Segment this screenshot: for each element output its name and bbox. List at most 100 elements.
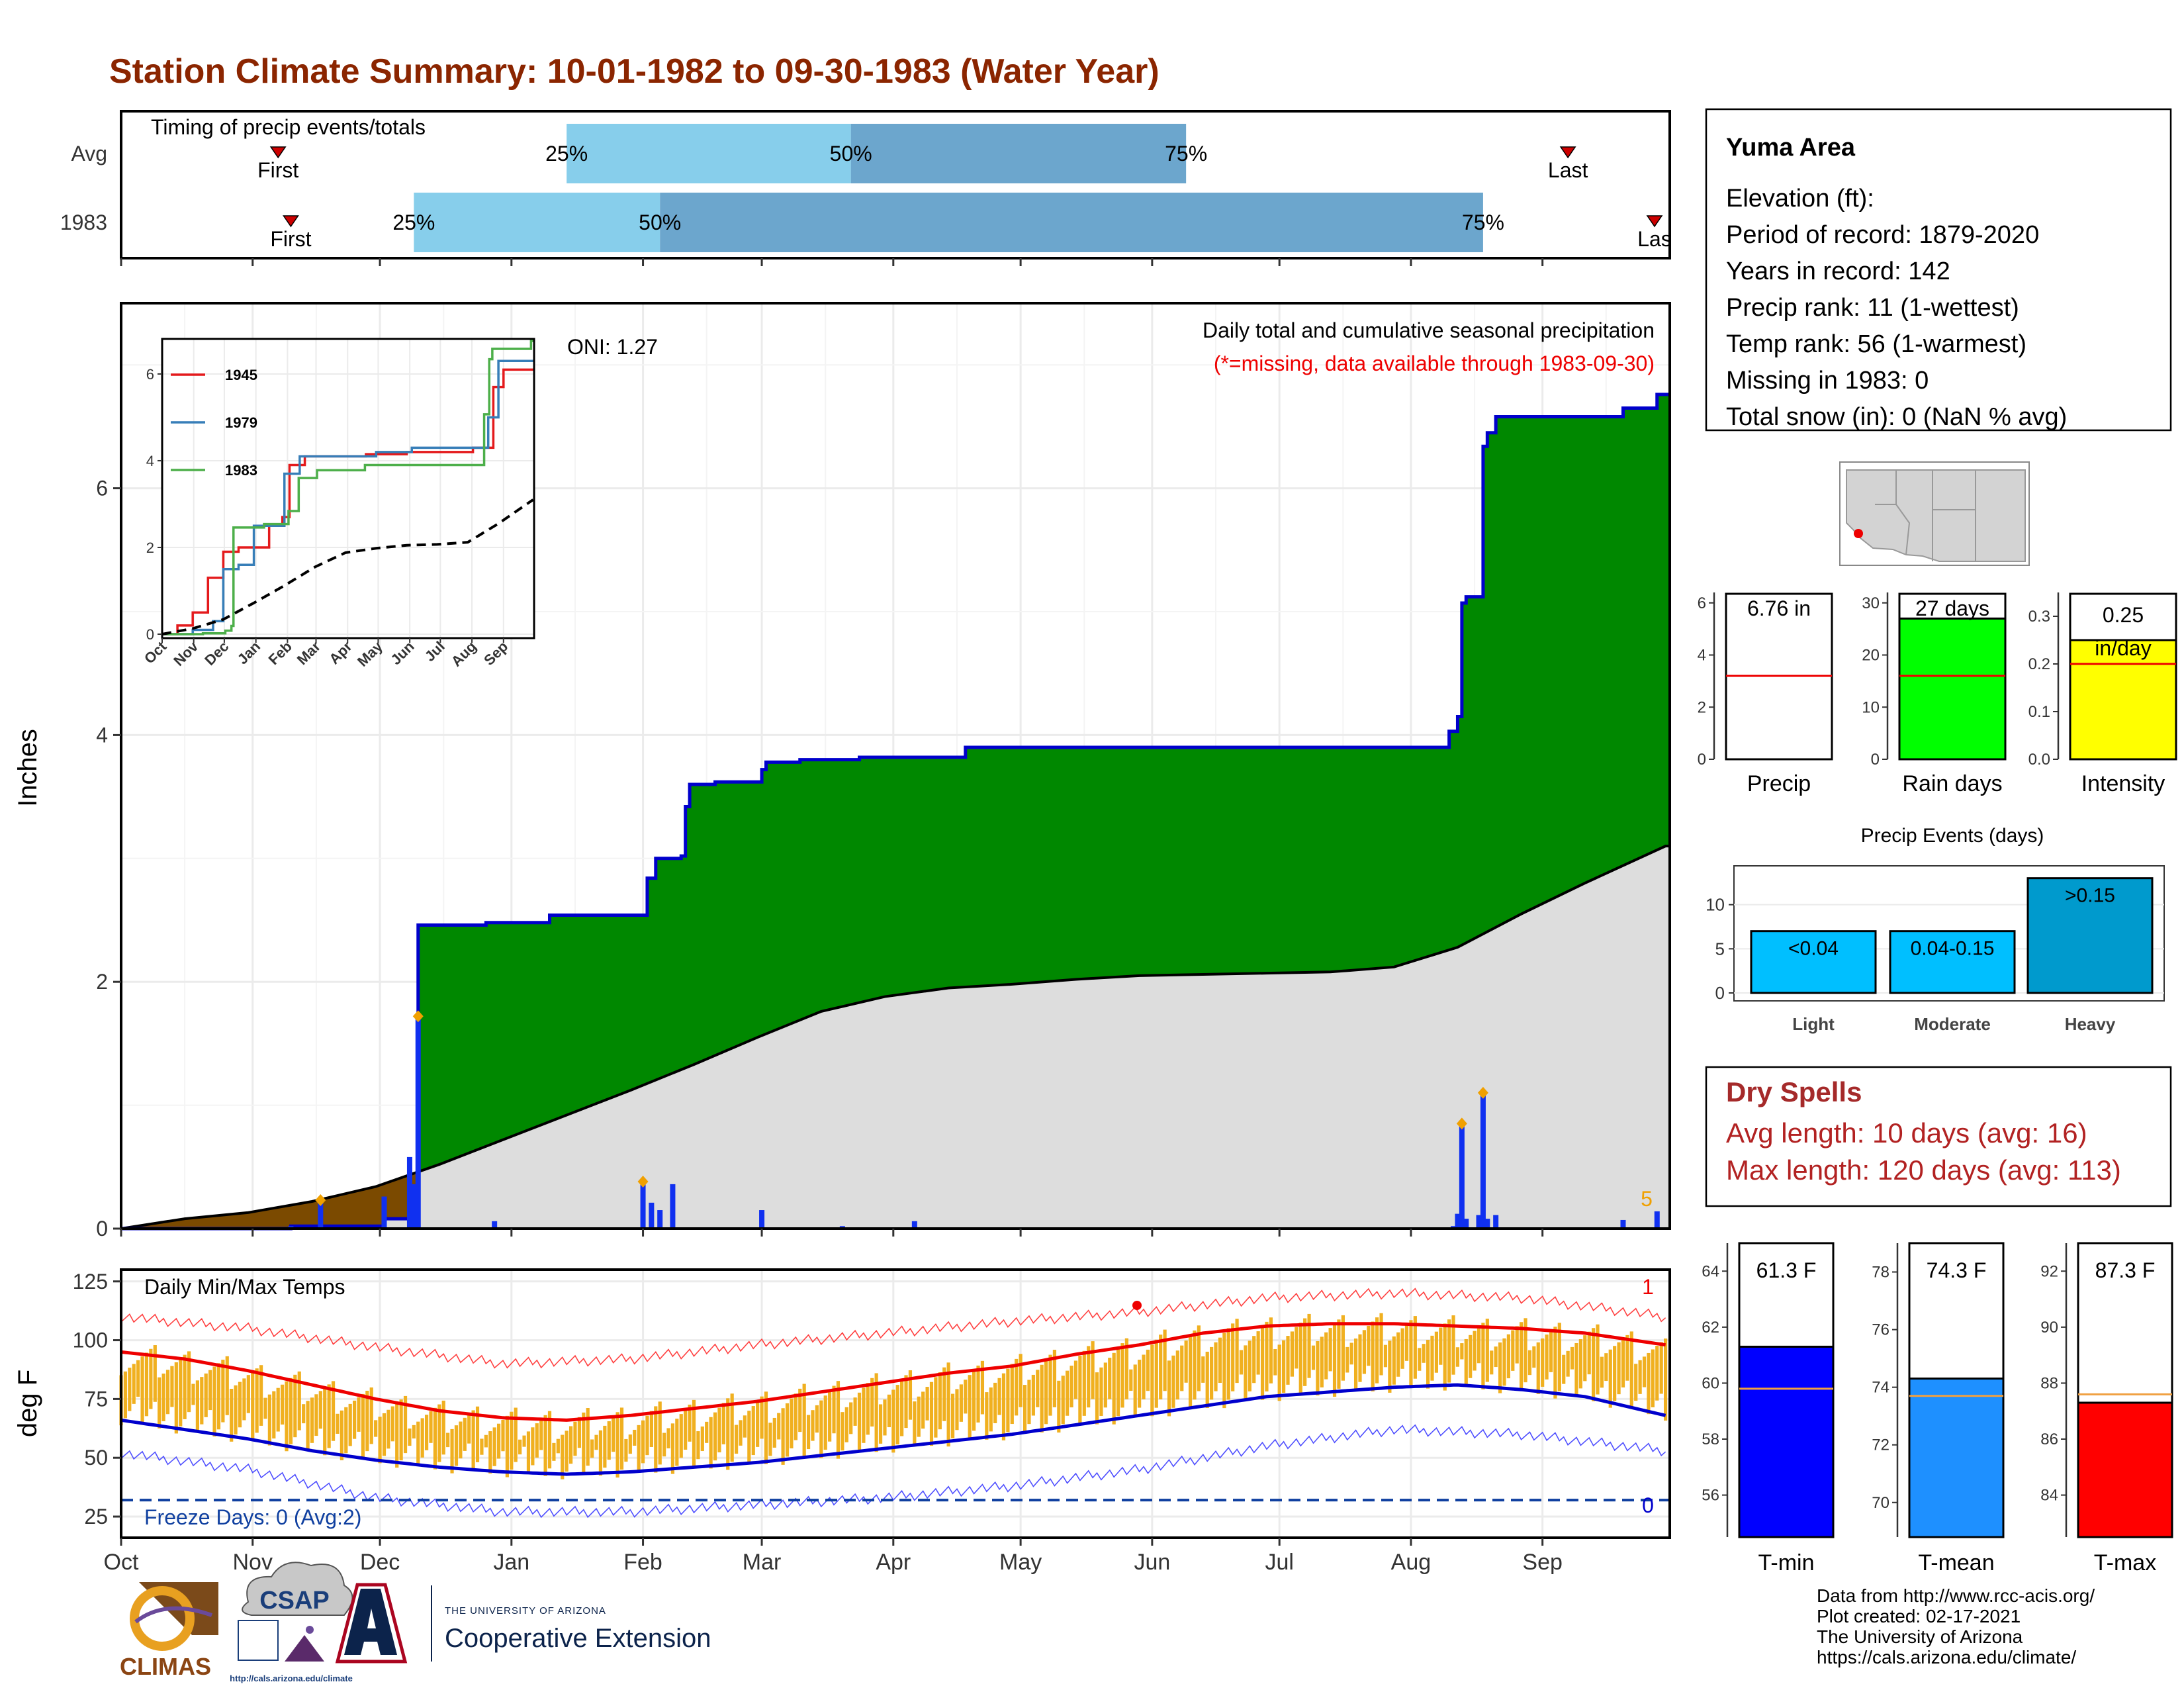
daily-temp-range-bar — [904, 1375, 908, 1429]
mini-bar-ytick-label: 0.3 — [2028, 608, 2050, 626]
daily-temp-range-bar — [1367, 1325, 1371, 1366]
temp-summary-ytick-label: 72 — [1872, 1436, 1889, 1454]
daily-temp-range-bar — [230, 1389, 234, 1442]
daily-temp-range-bar — [395, 1403, 399, 1468]
timing-panel: Timing of precip events/totals Avg 1983 … — [60, 110, 1672, 266]
daily-temp-range-bar — [204, 1373, 208, 1417]
daily-temp-range-bar — [590, 1439, 594, 1458]
daily-temp-range-bar — [586, 1408, 590, 1466]
daily-temp-range-bar — [688, 1404, 692, 1442]
daily-temp-range-bar — [862, 1387, 866, 1443]
daily-temp-range-bar — [433, 1407, 437, 1470]
daily-temp-range-bar — [1027, 1380, 1031, 1425]
daily-temp-range-bar — [387, 1409, 390, 1449]
daily-temp-range-bar — [382, 1413, 387, 1456]
temp-summary-ytick-label: 88 — [2040, 1374, 2058, 1392]
daily-temp-range-bar — [353, 1400, 357, 1439]
daily-temp-range-bar — [1273, 1348, 1277, 1376]
figure-title: Station Climate Summary: 10-01-1982 to 0… — [109, 52, 1160, 91]
daily-temp-range-bar — [293, 1374, 297, 1438]
daily-temp-range-bar — [1231, 1323, 1235, 1391]
daily-temp-range-bar — [1532, 1346, 1536, 1368]
daily-temp-range-bar — [1235, 1319, 1239, 1383]
daily-temp-range-bar — [556, 1438, 560, 1454]
precip-ytick-label: 4 — [96, 723, 108, 747]
temp-summary-chart-2: 84 86 88 90 92 87.3 F T-max — [2040, 1242, 2173, 1575]
daily-temp-range-bar — [1455, 1347, 1460, 1367]
mini-bar-chart-2: 0.0 0.1 0.2 0.3 0.25 in/day Intensity — [2028, 592, 2177, 796]
daily-temp-range-bar — [950, 1393, 955, 1438]
month-label: Oct — [104, 1550, 139, 1575]
station-info-box: Yuma Area Elevation (ft): Period of recor… — [1705, 108, 2172, 432]
daily-temp-range-bar — [1536, 1342, 1540, 1394]
daily-temp-range-bar — [505, 1415, 509, 1477]
month-label: Jun — [1134, 1550, 1170, 1575]
daily-temp-range-bar — [1103, 1362, 1107, 1408]
climas-logo-text: CLIMAS — [120, 1653, 211, 1680]
timing-row-1983-label: 1983 — [60, 211, 107, 234]
inset-legend-label: 1983 — [225, 462, 257, 479]
mini-bar-label: Rain days — [1902, 771, 2002, 796]
daily-temp-range-bar — [1498, 1342, 1502, 1393]
temp-summary-ytick-label: 56 — [1702, 1487, 1719, 1505]
daily-temp-range-bar — [1150, 1344, 1154, 1417]
daily-temp-range-bar — [1201, 1356, 1205, 1383]
daily-temp-range-bar — [340, 1410, 343, 1460]
daily-temp-range-bar — [790, 1398, 794, 1448]
event-marker — [412, 1010, 424, 1023]
daily-temp-range-bar — [471, 1410, 475, 1470]
daily-temp-range-bar — [853, 1397, 857, 1426]
daily-temp-range-bar — [1226, 1328, 1230, 1400]
daily-temp-range-bar — [1210, 1346, 1214, 1400]
month-label: Mar — [743, 1550, 782, 1575]
daily-temp-range-bar — [675, 1419, 679, 1466]
daily-temp-range-bar — [1477, 1327, 1481, 1364]
timing-marker-label: First — [257, 158, 298, 182]
temp-summary-frame — [1738, 1242, 1835, 1348]
daily-temp-range-bar — [1082, 1350, 1086, 1416]
daily-temp-range-bar — [633, 1429, 637, 1446]
daily-temp-range-bar — [1413, 1316, 1417, 1379]
daily-temp-range-bar — [684, 1409, 688, 1450]
precip-note: Daily total and cumulative seasonal prec… — [1203, 318, 1655, 342]
daily-temp-range-bar — [908, 1370, 913, 1420]
daily-temp-range-bar — [565, 1430, 569, 1472]
daily-precip-bar — [381, 1196, 387, 1229]
event-marker — [1477, 1086, 1488, 1099]
daily-temp-range-bar — [1036, 1370, 1040, 1407]
timing-percent-label: 25% — [545, 142, 588, 165]
daily-temp-range-bar — [1379, 1313, 1383, 1376]
daily-temp-range-bar — [496, 1423, 501, 1459]
daily-temp-range-bar — [1469, 1335, 1473, 1378]
timing-percent-label: 25% — [392, 211, 435, 234]
daily-temp-range-bar — [1244, 1345, 1248, 1400]
daily-temp-range-bar — [832, 1385, 836, 1434]
daily-temp-range-bar — [1260, 1326, 1265, 1400]
daily-temp-range-bar — [467, 1414, 471, 1444]
daily-temp-range-bar — [959, 1384, 963, 1422]
daily-temp-range-bar — [1375, 1317, 1379, 1383]
daily-temp-range-bar — [174, 1362, 178, 1434]
month-label: Nov — [233, 1550, 273, 1575]
daily-temp-range-bar — [561, 1434, 565, 1479]
event-marker — [637, 1176, 649, 1188]
daily-temp-range-bar — [285, 1381, 289, 1452]
daily-temp-range-bar — [641, 1420, 645, 1464]
daily-temp-range-bar — [806, 1415, 811, 1450]
freeze-label: Freeze Days: 0 (Avg:2) — [144, 1505, 361, 1529]
daily-precip-bar — [411, 1184, 417, 1229]
cumulative-1983-line — [121, 393, 1670, 1231]
daily-temp-range-bar — [1621, 1338, 1625, 1387]
daily-temp-range-bar — [297, 1371, 301, 1430]
daily-temp-range-bar — [739, 1420, 743, 1446]
daily-temp-range-bar — [866, 1383, 870, 1435]
daily-temp-range-bar — [369, 1387, 373, 1444]
daily-temp-range-bar — [1222, 1333, 1226, 1409]
daily-temp-range-bar — [1265, 1321, 1269, 1392]
daily-temp-range-bar — [844, 1407, 848, 1442]
event-marker — [1456, 1117, 1467, 1130]
station-info-line: Total snow (in): 0 (NaN % avg) — [1726, 403, 2067, 431]
daily-temp-range-bar — [420, 1418, 424, 1458]
daily-temp-range-bar — [1409, 1320, 1413, 1387]
daily-temp-range-bar — [221, 1360, 225, 1423]
